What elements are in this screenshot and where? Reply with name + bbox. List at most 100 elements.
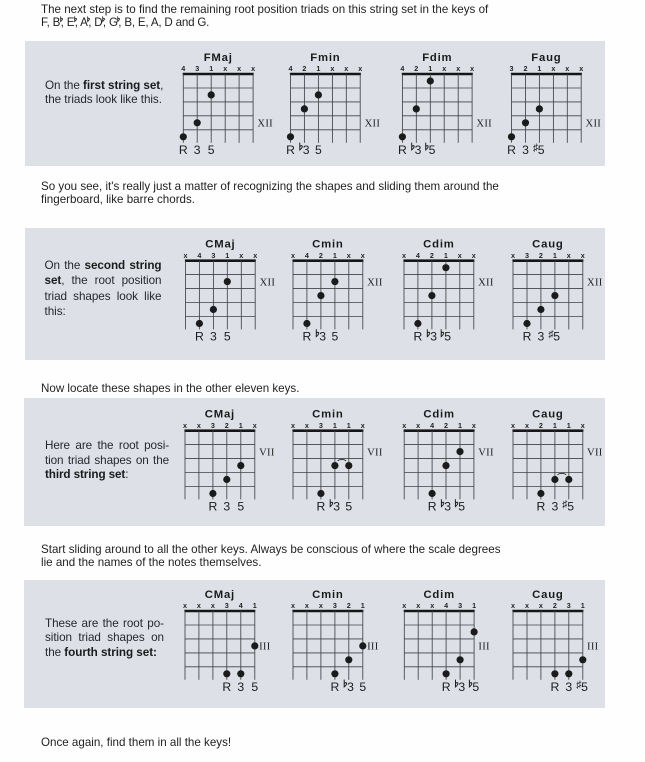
svg-text:XII: XII — [260, 277, 276, 288]
svg-text:x: x — [416, 421, 420, 430]
svg-text:CMaj: CMaj — [205, 589, 235, 601]
svg-text:Cdim: Cdim — [423, 239, 454, 251]
svg-text:x: x — [183, 601, 187, 610]
svg-text:1: 1 — [253, 601, 257, 610]
svg-text:4: 4 — [239, 601, 243, 610]
svg-text:5: 5 — [458, 500, 465, 514]
svg-text:R: R — [302, 330, 311, 344]
svg-text:x: x — [511, 601, 515, 610]
svg-text:5: 5 — [538, 143, 545, 157]
svg-text:3: 3 — [415, 143, 422, 157]
svg-text:3: 3 — [458, 680, 465, 694]
svg-text:CMaj: CMaj — [205, 239, 235, 251]
svg-text:x: x — [402, 601, 406, 610]
svg-text:XII: XII — [476, 119, 492, 130]
svg-text:2: 2 — [319, 251, 323, 260]
svg-text:2: 2 — [302, 64, 306, 73]
svg-text:5: 5 — [429, 143, 436, 157]
svg-text:3: 3 — [522, 143, 529, 157]
svg-text:x: x — [291, 421, 295, 430]
svg-text:R: R — [330, 680, 339, 694]
svg-text:x: x — [402, 421, 406, 430]
svg-text:4: 4 — [430, 421, 434, 430]
svg-text:x: x — [291, 601, 295, 610]
svg-text:5: 5 — [251, 680, 258, 694]
svg-text:3: 3 — [525, 251, 529, 260]
svg-text:2: 2 — [539, 421, 543, 430]
svg-text:3: 3 — [194, 143, 201, 157]
svg-text:Cmin: Cmin — [312, 239, 343, 251]
svg-text:2: 2 — [430, 251, 434, 260]
svg-text:1: 1 — [553, 421, 557, 430]
svg-text:x: x — [430, 601, 434, 610]
svg-text:R: R — [413, 330, 422, 344]
svg-text:XII: XII — [587, 277, 603, 288]
svg-text:Fdim: Fdim — [422, 52, 452, 64]
svg-text:x: x — [565, 64, 569, 73]
svg-text:1: 1 — [316, 64, 320, 73]
svg-text:x: x — [567, 251, 571, 260]
svg-text:x: x — [291, 251, 295, 260]
svg-text:♯: ♯ — [576, 679, 581, 691]
svg-text:Faug: Faug — [531, 52, 561, 64]
svg-text:x: x — [361, 251, 365, 260]
svg-text:x: x — [472, 421, 476, 430]
svg-text:R: R — [398, 143, 407, 157]
svg-text:3: 3 — [210, 330, 217, 344]
svg-text:5: 5 — [237, 500, 244, 514]
svg-text:2: 2 — [225, 421, 229, 430]
svg-text:R: R — [316, 500, 325, 514]
svg-text:x: x — [402, 251, 406, 260]
svg-text:Caug: Caug — [532, 409, 563, 421]
svg-text:2: 2 — [553, 601, 557, 610]
svg-text:x: x — [197, 421, 201, 430]
svg-text:VII: VII — [259, 447, 275, 458]
svg-text:3: 3 — [211, 251, 215, 260]
svg-text:1: 1 — [567, 421, 571, 430]
svg-text:3: 3 — [510, 64, 514, 73]
svg-text:1: 1 — [333, 251, 337, 260]
svg-text:x: x — [458, 251, 462, 260]
svg-text:1: 1 — [553, 251, 557, 260]
svg-text:x: x — [211, 601, 215, 610]
svg-text:x: x — [344, 64, 348, 73]
svg-text:R: R — [442, 680, 451, 694]
svg-text:Cdim: Cdim — [423, 409, 454, 421]
svg-text:x: x — [442, 64, 446, 73]
svg-text:XII: XII — [478, 277, 494, 288]
svg-text:R: R — [179, 143, 188, 157]
svg-text:x: x — [358, 64, 362, 73]
svg-text:R: R — [208, 500, 217, 514]
svg-text:VII: VII — [587, 447, 603, 458]
svg-text:3: 3 — [333, 601, 337, 610]
svg-text:x: x — [551, 64, 555, 73]
svg-text:x: x — [525, 421, 529, 430]
svg-text:♯: ♯ — [548, 329, 553, 341]
svg-text:3: 3 — [225, 601, 229, 610]
svg-text:R: R — [550, 680, 559, 694]
svg-text:4: 4 — [197, 251, 201, 260]
svg-text:5: 5 — [444, 330, 451, 344]
svg-text:2: 2 — [444, 421, 448, 430]
svg-text:3: 3 — [319, 330, 326, 344]
svg-text:3: 3 — [444, 500, 451, 514]
svg-text:3: 3 — [552, 500, 559, 514]
svg-text:x: x — [470, 64, 474, 73]
svg-text:3: 3 — [458, 601, 462, 610]
svg-text:5: 5 — [332, 330, 339, 344]
svg-text:VII: VII — [478, 447, 494, 458]
svg-text:3: 3 — [430, 330, 437, 344]
svg-text:3: 3 — [223, 500, 230, 514]
svg-text:4: 4 — [305, 251, 309, 260]
svg-text:x: x — [579, 64, 583, 73]
svg-text:1: 1 — [428, 64, 432, 73]
svg-text:1: 1 — [209, 64, 213, 73]
svg-text:4: 4 — [400, 64, 404, 73]
svg-text:R: R — [507, 143, 516, 157]
svg-text:III: III — [587, 642, 599, 653]
svg-text:XII: XII — [367, 277, 383, 288]
svg-text:1: 1 — [581, 601, 585, 610]
svg-text:x: x — [305, 421, 309, 430]
svg-text:x: x — [237, 64, 241, 73]
svg-text:FMaj: FMaj — [204, 52, 233, 64]
